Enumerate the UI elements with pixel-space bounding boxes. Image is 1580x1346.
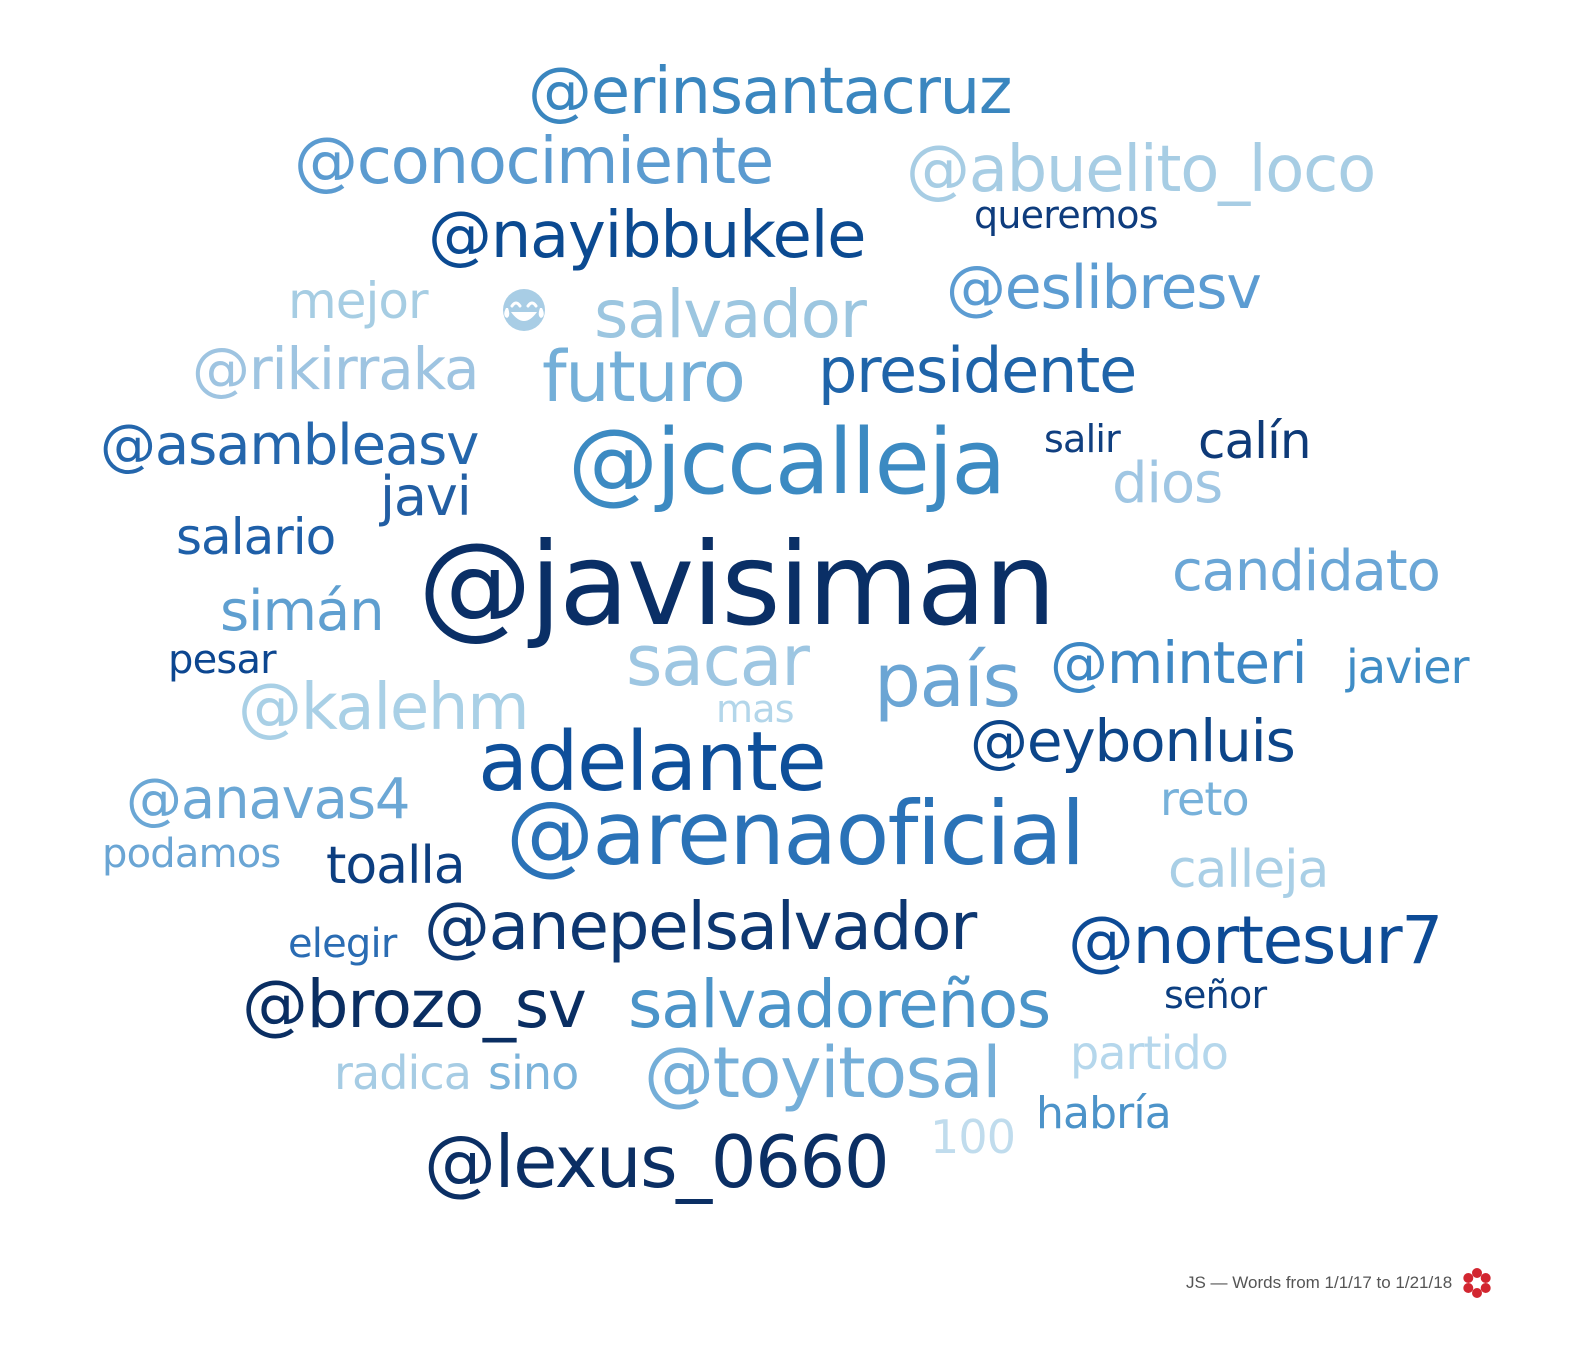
word: toalla xyxy=(326,836,466,896)
word: 100 xyxy=(930,1110,1016,1164)
word: @kalehm xyxy=(238,671,530,745)
word: @rikirraka xyxy=(192,335,480,403)
word: @eslibresv xyxy=(946,253,1262,323)
word: habría xyxy=(1036,1088,1172,1139)
word: presidente xyxy=(818,334,1137,407)
word: reto xyxy=(1160,772,1250,826)
word: @asambleasv xyxy=(100,413,479,478)
word: sacar xyxy=(626,620,810,702)
word: calín xyxy=(1198,412,1312,470)
word: futuro xyxy=(542,336,746,418)
footer: JS — Words from 1/1/17 to 1/21/18 xyxy=(1186,1268,1492,1298)
word: @minteri xyxy=(1050,629,1308,697)
word: calleja xyxy=(1168,840,1329,900)
word: @erinsantacruz xyxy=(528,55,1012,129)
word: mas xyxy=(716,687,795,731)
word: país xyxy=(874,638,1021,724)
word: @nortesur7 xyxy=(1068,902,1443,979)
face-with-tears-of-joy-icon xyxy=(503,289,545,331)
word: @nayibbukele xyxy=(428,199,866,273)
footer-caption: JS — Words from 1/1/17 to 1/21/18 xyxy=(1186,1273,1453,1292)
word: salvadoreños xyxy=(628,966,1051,1043)
word: @toyitosal xyxy=(644,1032,1002,1114)
word: javier xyxy=(1346,640,1470,694)
red-flower-logo-icon xyxy=(1463,1268,1491,1298)
word: @brozo_sv xyxy=(242,966,587,1043)
word: elegir xyxy=(288,921,397,967)
word: sino xyxy=(488,1046,579,1100)
word: salvador xyxy=(594,276,867,353)
word: simán xyxy=(220,579,385,644)
word: adelante xyxy=(478,715,827,810)
word: @conocimiente xyxy=(294,125,774,199)
word: partido xyxy=(1070,1026,1229,1080)
word: @lexus_0660 xyxy=(424,1120,890,1204)
word: radica xyxy=(334,1046,472,1100)
word: @anepelsalvador xyxy=(424,888,977,965)
word: señor xyxy=(1164,973,1267,1017)
word: @javisiman xyxy=(418,518,1056,651)
word: javi xyxy=(380,465,472,528)
word: @eybonluis xyxy=(970,707,1296,775)
word: queremos xyxy=(974,193,1159,237)
word: mejor xyxy=(288,272,429,330)
word: @arenaoficial xyxy=(506,782,1085,885)
word: podamos xyxy=(102,831,281,877)
word: salir xyxy=(1044,417,1121,461)
word: dios xyxy=(1112,451,1223,516)
word: @abuelito_loco xyxy=(906,133,1376,207)
word: candidato xyxy=(1172,539,1441,604)
word: @anavas4 xyxy=(126,767,411,832)
word: @jccalleja xyxy=(568,410,1006,515)
word: pesar xyxy=(168,637,277,683)
word: salario xyxy=(176,508,336,566)
